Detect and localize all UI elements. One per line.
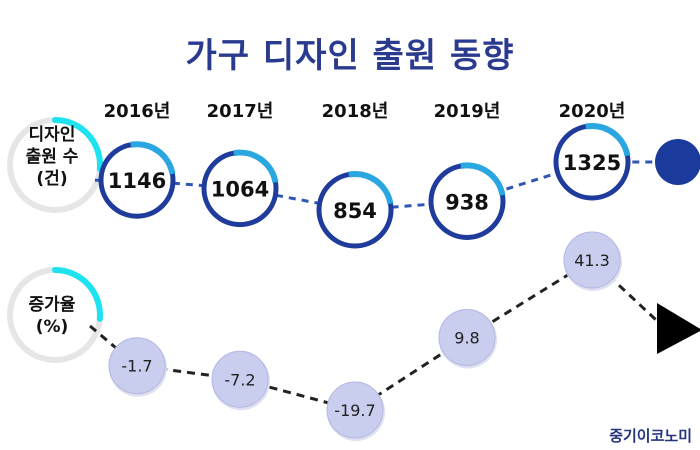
row-label-text: (건) [36,169,67,189]
growth-value-label: -1.7 [121,357,152,376]
growth-marker [438,308,496,366]
growth-value-label: -7.2 [224,370,255,389]
count-value-label: 938 [445,190,489,214]
row-label-text: 출원 수 [26,147,79,167]
growth-marker [211,350,269,408]
year-label: 2020년 [559,101,626,122]
count-marker-accent [460,162,506,196]
growth-value-label: 41.3 [574,251,610,270]
count-value-label: 854 [333,199,377,223]
growth-label-text: (%) [36,317,69,337]
series-end-arrow [657,303,700,354]
year-label: 2019년 [434,101,501,122]
growth-marker [108,337,166,395]
row-label-text: 디자인 [29,125,76,145]
count-marker-accent [348,171,394,205]
chart-title: 가구 디자인 출원 동향 [185,36,515,76]
count-value-label: 1064 [211,178,269,202]
row-label-ring-accent [52,117,103,172]
year-label: 2016년 [104,101,171,122]
count-marker-accent [233,149,279,184]
year-label: 2017년 [207,101,274,122]
series-end-dot [655,139,700,185]
source-label: 중기이코노미 [609,427,692,445]
growth-value-label: -19.7 [334,401,375,420]
growth-marker [326,381,384,439]
growth-label-text: 증가율 [29,295,76,315]
count-marker-accent [585,123,631,157]
growth-value-label: 9.8 [454,328,479,347]
growth-label-ring-accent [52,267,103,322]
count-value-label: 1146 [108,169,166,193]
growth-marker [563,231,621,289]
year-label: 2018년 [322,101,389,122]
count-marker-accent [130,141,176,175]
count-value-label: 1325 [563,151,621,175]
